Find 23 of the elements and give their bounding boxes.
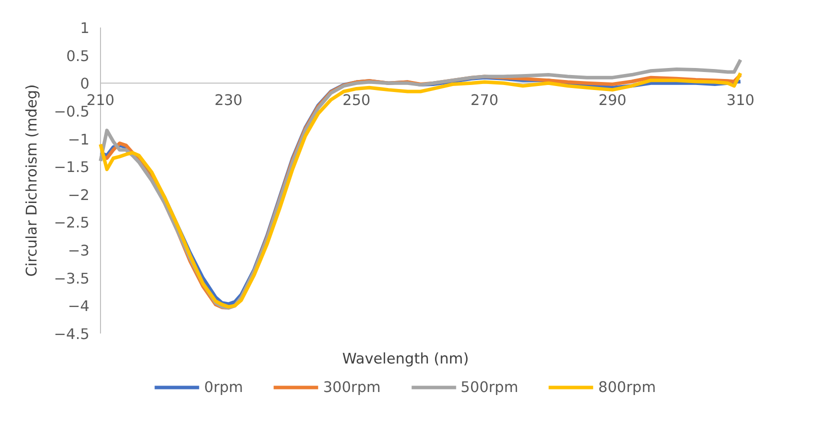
x-axis-title: Wavelength (nm) [342,350,469,368]
y-axis-title: Circular Dichroism (mdeg) [24,84,40,277]
legend-label: 500rpm [460,378,518,396]
y-tick-label: −3 [68,242,90,260]
y-tick-label: −2.5 [54,214,90,232]
x-tick-label: 270 [470,92,498,110]
x-tick-label: 230 [214,92,242,110]
x-tick-label: 290 [598,92,626,110]
legend-label: 800rpm [598,378,656,396]
legend-label: 300rpm [323,378,381,396]
y-tick-label: −1.5 [54,159,90,176]
x-tick-label: 310 [726,92,754,110]
y-tick-label: 0.5 [66,48,90,65]
y-tick-label: −4.5 [54,326,90,343]
y-tick-label: −1 [68,131,90,148]
legend-label: 0rpm [204,378,244,396]
y-tick-label: −2 [68,186,90,204]
y-tick-label: 1 [80,20,90,37]
y-tick-label: −4 [68,298,90,316]
x-tick-label: 250 [342,92,370,110]
y-tick-label: −3.5 [54,270,90,288]
y-tick-label: 0 [80,76,90,93]
x-tick-label: 210 [86,92,114,110]
